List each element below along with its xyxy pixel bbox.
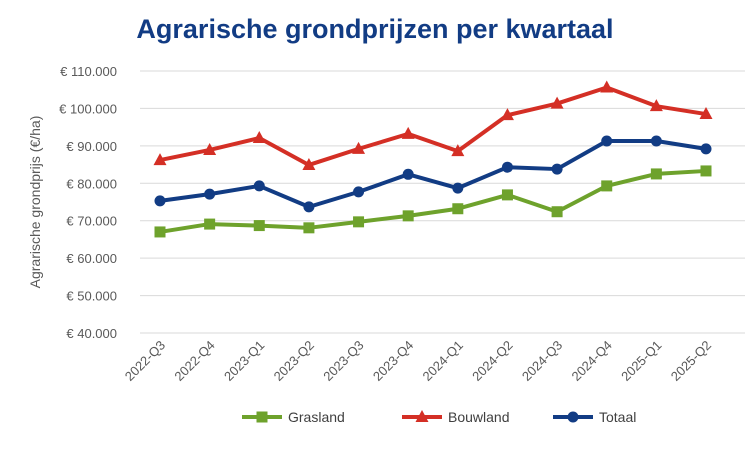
y-tick-label: € 40.000: [66, 326, 117, 341]
data-point-bouwland: [451, 144, 465, 157]
data-point-bouwland: [352, 141, 366, 154]
data-point-totaal: [551, 163, 563, 175]
y-tick-label: € 90.000: [66, 139, 117, 154]
data-point-bouwland: [600, 80, 614, 93]
legend-label-bouwland: Bouwland: [448, 409, 510, 425]
series-line-grasland: [159, 168, 707, 234]
data-point-bouwland: [401, 126, 415, 139]
y-tick-label: € 70.000: [66, 214, 117, 229]
data-point-bouwland: [500, 108, 514, 121]
data-point-grasland: [650, 168, 662, 180]
data-point-grasland: [700, 165, 712, 177]
data-point-grasland: [204, 218, 216, 230]
x-tick-label: 2024-Q2: [469, 338, 515, 384]
data-point-bouwland: [252, 130, 266, 143]
legend-marker-bouwland: [415, 410, 429, 422]
data-point-grasland: [253, 220, 265, 232]
series-line-bouwland: [159, 85, 707, 167]
chart-title: Agrarische grondprijzen per kwartaal: [136, 14, 614, 44]
data-point-grasland: [303, 222, 315, 234]
x-tick-label: 2022-Q4: [171, 338, 217, 384]
series-line-totaal: [159, 138, 707, 209]
y-tick-label: € 50.000: [66, 289, 117, 304]
x-tick-label: 2025-Q2: [668, 338, 714, 384]
data-point-totaal: [452, 182, 464, 194]
y-axis-label: Agrarische grondprijs (€/ha): [27, 116, 43, 289]
legend-marker-totaal: [567, 411, 579, 423]
data-point-totaal: [204, 188, 216, 200]
x-tick-label: 2023-Q4: [370, 338, 416, 384]
data-point-totaal: [253, 180, 265, 192]
x-tick-label: 2022-Q3: [122, 338, 168, 384]
data-point-grasland: [551, 206, 563, 218]
data-point-totaal: [501, 161, 513, 173]
data-point-grasland: [353, 216, 365, 228]
data-point-totaal: [303, 201, 315, 213]
x-tick-label: 2023-Q2: [271, 338, 317, 384]
data-point-bouwland: [699, 107, 713, 120]
data-point-grasland: [601, 180, 613, 192]
y-tick-label: € 60.000: [66, 251, 117, 266]
legend-marker-grasland: [256, 411, 268, 423]
data-point-bouwland: [203, 142, 217, 155]
data-point-bouwland: [649, 99, 663, 112]
x-tick-label: 2024-Q3: [519, 338, 565, 384]
data-point-totaal: [601, 135, 613, 147]
data-point-totaal: [700, 143, 712, 155]
data-point-bouwland: [550, 96, 564, 109]
x-tick-label: 2025-Q1: [618, 338, 664, 384]
data-point-totaal: [353, 186, 365, 198]
y-tick-label: € 100.000: [59, 101, 117, 116]
data-point-grasland: [402, 210, 414, 222]
data-point-bouwland: [302, 157, 316, 170]
data-point-grasland: [452, 203, 464, 215]
data-point-grasland: [154, 226, 166, 238]
legend-label-totaal: Totaal: [599, 409, 636, 425]
x-tick-label: 2024-Q4: [568, 338, 614, 384]
x-tick-label: 2024-Q1: [420, 338, 466, 384]
data-point-bouwland: [153, 153, 167, 166]
data-point-grasland: [501, 189, 513, 201]
y-tick-label: € 80.000: [66, 176, 117, 191]
data-point-totaal: [154, 195, 166, 207]
data-point-totaal: [402, 168, 414, 180]
x-tick-label: 2023-Q1: [221, 338, 267, 384]
legend-label-grasland: Grasland: [288, 409, 345, 425]
y-tick-label: € 110.000: [60, 64, 117, 79]
data-point-totaal: [650, 135, 662, 147]
x-tick-label: 2023-Q3: [320, 338, 366, 384]
